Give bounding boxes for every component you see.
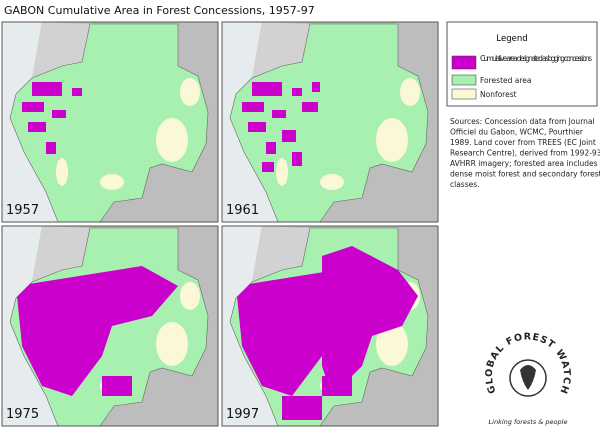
title: GABON Cumulative Area in Forest Concessi… [4,4,315,17]
legend: Legend Cumulative area designated as log… [446,21,598,107]
map-year: 1997 [226,407,259,422]
map-panel: 1957 [1,21,219,223]
map-year: 1961 [226,203,259,218]
logo-tagline: Linking forests & people [489,418,568,426]
legend-title: Legend [496,34,527,44]
legend-label: Nonforest [480,90,517,99]
sources-line: Research Centre), derived from 1992-93 [450,149,600,158]
legend-label: Forested area [480,76,532,85]
map-year: 1975 [6,407,39,422]
map-panel: 1997 [221,225,439,427]
legend-label: Cumulative area designated as logging co… [480,54,592,63]
logo: GLOBAL FOREST WATCH Linking forests & pe… [484,331,571,426]
sources: Sources: Concession data from Journal Off… [450,117,600,189]
map-panel: 1961 [221,21,439,223]
sources-line: Sources: Concession data from Journal [450,117,595,126]
sources-line: AVHRR imagery; forested area includes [450,159,598,168]
sources-line: 1989. Land cover from TREES (EC Joint [450,138,596,147]
map-year: 1957 [6,203,39,218]
sources-line: classes. [450,180,480,189]
map-panel: 1975 [1,225,219,427]
sources-line: Officiel du Gabon, WCMC, Pourthier [450,128,584,137]
sources-line: dense moist forest and secondary forest [450,170,600,179]
